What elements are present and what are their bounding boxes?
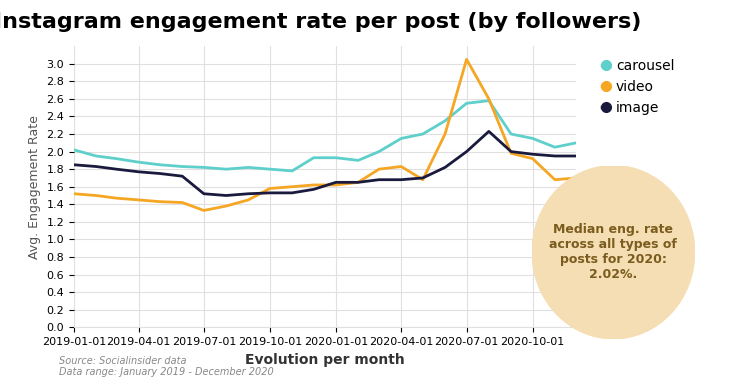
Legend: carousel, video, image: carousel, video, image <box>596 53 680 120</box>
Ellipse shape <box>532 166 695 339</box>
X-axis label: Evolution per month: Evolution per month <box>245 353 405 367</box>
Y-axis label: Avg. Engagement Rate: Avg. Engagement Rate <box>28 115 41 259</box>
Text: Median eng. rate
across all types of
posts for 2020:
2.02%.: Median eng. rate across all types of pos… <box>549 223 678 281</box>
Text: Instagram engagement rate per post (by followers): Instagram engagement rate per post (by f… <box>0 12 641 32</box>
Text: Source: Socialinsider data
Data range: January 2019 - December 2020: Source: Socialinsider data Data range: J… <box>59 356 274 377</box>
